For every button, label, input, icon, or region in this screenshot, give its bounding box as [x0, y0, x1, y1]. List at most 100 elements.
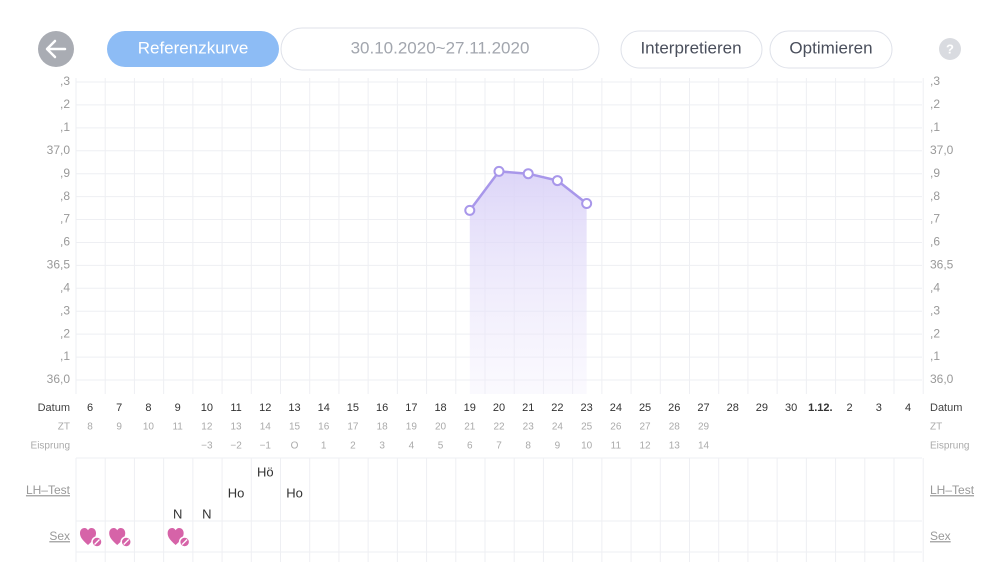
x-tick-label: 13 [288, 402, 300, 414]
ovulation-day: 8 [525, 441, 531, 452]
y-tick-label: ,9 [60, 166, 70, 180]
row-label: Eisprung [31, 441, 70, 452]
row-label-right: ZT [930, 422, 942, 433]
cycle-day: 18 [377, 422, 389, 433]
reference-button[interactable] [107, 31, 279, 67]
x-tick-label: 22 [551, 402, 563, 414]
sex-icon [80, 528, 103, 548]
x-tick-label: 12 [259, 402, 271, 414]
cycle-day: 11 [172, 422, 183, 433]
ovulation-day: 7 [496, 441, 502, 452]
ovulation-day: −2 [230, 441, 242, 452]
row-link[interactable]: LH–Test [26, 483, 71, 497]
back-button[interactable] [38, 31, 74, 67]
y-tick-label-right: 37,0 [930, 143, 954, 157]
y-tick-label: ,3 [60, 303, 70, 317]
cycle-day: 27 [640, 422, 652, 433]
sex-icon [167, 528, 191, 548]
y-tick-label: ,8 [60, 189, 70, 203]
point [522, 168, 534, 180]
y-tick-label-right: ,7 [930, 212, 940, 226]
x-tick-label: 20 [493, 402, 505, 414]
x-tick-label: 23 [581, 402, 593, 414]
y-tick-label: ,7 [60, 212, 70, 226]
point [581, 197, 593, 209]
x-tick-label: 17 [405, 402, 417, 414]
y-tick-label: ,2 [60, 97, 70, 111]
x-tick-label: 19 [464, 402, 476, 414]
ovulation-day: 12 [640, 441, 652, 452]
cycle-day: 14 [260, 422, 272, 433]
y-tick-label: ,2 [60, 326, 70, 340]
row-link-right[interactable]: LH–Test [930, 483, 975, 497]
x-tick-label: 7 [116, 402, 122, 414]
lh-result: Hö [257, 464, 274, 479]
x-tick-label: 26 [668, 402, 680, 414]
ovulation-day: 6 [467, 441, 473, 452]
interpret-button[interactable] [620, 30, 763, 69]
pill-slash [123, 539, 130, 545]
x-tick-label: 14 [318, 402, 330, 414]
y-tick-label-right: ,3 [930, 74, 940, 88]
help-button[interactable] [939, 38, 961, 60]
x-tick-label: 4 [905, 402, 911, 414]
y-tick-label: ,6 [60, 235, 70, 249]
x-tick-label: 21 [522, 402, 534, 414]
toolbar: Referenzkurve 30.10.2020~27.11.2020 Inte… [38, 27, 961, 71]
ovulation-day: 2 [350, 441, 356, 452]
date-range[interactable] [280, 27, 600, 71]
cycle-day: 29 [698, 422, 710, 433]
x-tick-label: 9 [175, 402, 181, 414]
reference-label: Referenzkurve [138, 38, 249, 57]
cycle-day: 23 [523, 422, 535, 433]
x-tick-label: 24 [610, 402, 622, 414]
area [469, 171, 587, 394]
y-tick-label: ,4 [60, 280, 70, 294]
y-tick-label-right: ,3 [930, 303, 940, 317]
row-link[interactable]: Sex [49, 529, 70, 543]
cycle-day: 13 [231, 422, 243, 433]
y-tick-label-right: ,9 [930, 166, 940, 180]
cycle-day: 24 [552, 422, 564, 433]
ovulation-day: 1 [321, 441, 327, 452]
cycle-day: 28 [669, 422, 681, 433]
x-tick-label: 25 [639, 402, 651, 414]
point [493, 165, 505, 177]
row-label: ZT [58, 422, 70, 433]
ovulation-day: 3 [379, 441, 385, 452]
x-tick-label: 15 [347, 402, 359, 414]
lh-result: N [173, 506, 182, 521]
ovulation-day: 10 [581, 441, 593, 452]
x-tick-label: 30 [785, 402, 797, 414]
date-range-label: 30.10.2020~27.11.2020 [351, 38, 530, 57]
row-label-right: Datum [930, 402, 962, 414]
ovulation-day: 9 [555, 441, 561, 452]
ovulation-day: −3 [201, 441, 213, 452]
x-tick-label: 27 [697, 402, 709, 414]
y-tick-label: 36,0 [47, 372, 71, 386]
ovulation-day: −1 [260, 441, 272, 452]
cycle-day: 20 [435, 422, 447, 433]
y-tick-label-right: ,1 [930, 120, 940, 134]
cycle-day: 16 [318, 422, 330, 433]
point [551, 175, 563, 187]
ovulation-day: 13 [669, 441, 681, 452]
cycle-day: 8 [87, 422, 93, 433]
y-tick-label: ,3 [60, 74, 70, 88]
x-tick-label: 10 [201, 402, 213, 414]
cycle-day: 9 [116, 422, 122, 433]
cycle-day: 22 [493, 422, 505, 433]
y-tick-label-right: ,1 [930, 349, 940, 363]
row-link-right[interactable]: Sex [930, 529, 951, 543]
interpret-label: Interpretieren [640, 38, 741, 57]
pill-slash [181, 539, 188, 545]
y-tick-label-right: ,8 [930, 189, 940, 203]
cycle-day: 15 [289, 422, 301, 433]
optimize-button[interactable] [769, 30, 893, 69]
cycle-day: 26 [610, 422, 622, 433]
lh-result: Ho [286, 485, 303, 500]
y-tick-label: ,1 [60, 120, 70, 134]
lh-result: N [202, 506, 211, 521]
cycle-day: 21 [464, 422, 476, 433]
